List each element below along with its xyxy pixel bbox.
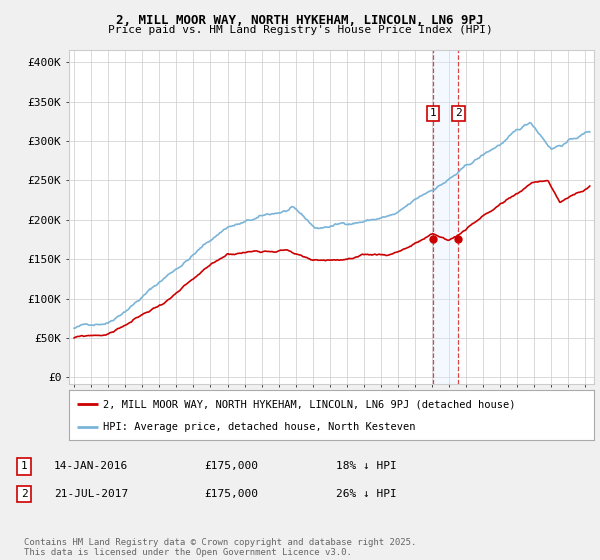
Text: 18% ↓ HPI: 18% ↓ HPI	[336, 461, 397, 472]
Text: 2: 2	[455, 109, 462, 118]
Text: 26% ↓ HPI: 26% ↓ HPI	[336, 489, 397, 499]
Text: 21-JUL-2017: 21-JUL-2017	[54, 489, 128, 499]
Text: 2: 2	[20, 489, 28, 499]
Text: 2, MILL MOOR WAY, NORTH HYKEHAM, LINCOLN, LN6 9PJ: 2, MILL MOOR WAY, NORTH HYKEHAM, LINCOLN…	[116, 14, 484, 27]
Text: 1: 1	[430, 109, 436, 118]
Text: Price paid vs. HM Land Registry's House Price Index (HPI): Price paid vs. HM Land Registry's House …	[107, 25, 493, 35]
Text: £175,000: £175,000	[204, 489, 258, 499]
Bar	[433, 50, 458, 384]
Text: 14-JAN-2016: 14-JAN-2016	[54, 461, 128, 472]
Text: £175,000: £175,000	[204, 461, 258, 472]
Text: 1: 1	[20, 461, 28, 472]
Text: 2, MILL MOOR WAY, NORTH HYKEHAM, LINCOLN, LN6 9PJ (detached house): 2, MILL MOOR WAY, NORTH HYKEHAM, LINCOLN…	[103, 399, 515, 409]
Text: HPI: Average price, detached house, North Kesteven: HPI: Average price, detached house, Nort…	[103, 422, 416, 432]
Text: Contains HM Land Registry data © Crown copyright and database right 2025.
This d: Contains HM Land Registry data © Crown c…	[24, 538, 416, 557]
